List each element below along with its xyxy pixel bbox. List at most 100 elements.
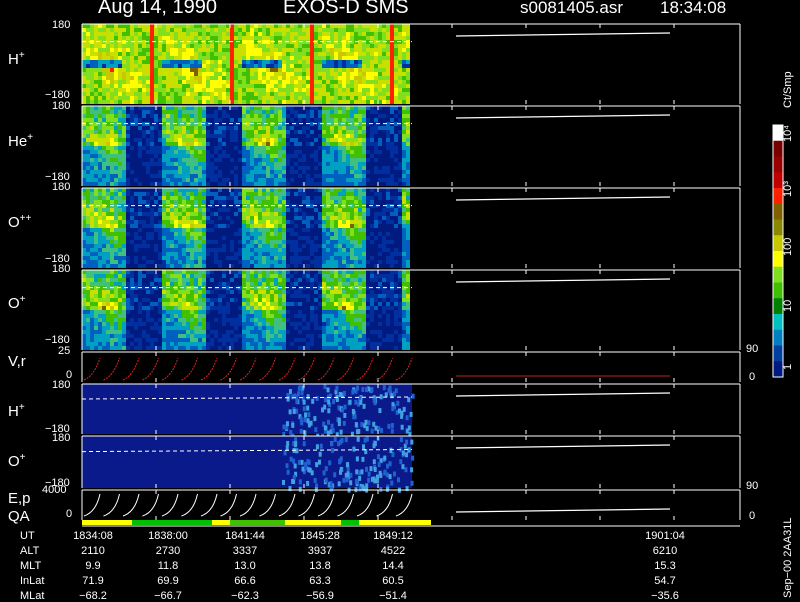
heatmap-cell xyxy=(310,236,314,240)
heatmap-cell xyxy=(158,216,162,220)
heatmap-cell xyxy=(286,158,290,162)
heatmap-cell xyxy=(330,134,334,138)
heatmap-cell xyxy=(182,178,186,182)
heatmap-cell xyxy=(162,158,166,162)
heatmap-cell xyxy=(302,44,306,48)
heatmap-cell xyxy=(370,212,374,216)
heatmap-cell xyxy=(338,32,342,36)
heatmap-cell xyxy=(382,114,386,118)
heatmap-cell xyxy=(310,40,314,44)
heatmap-cell xyxy=(162,178,166,182)
heatmap-cell xyxy=(382,224,386,228)
heatmap-cell xyxy=(282,88,286,92)
heatmap-cell xyxy=(218,48,222,52)
heatmap-cell xyxy=(202,228,206,232)
heatmap-cell xyxy=(346,170,350,174)
heatmap-cell xyxy=(322,158,326,162)
heatmap-cell xyxy=(250,200,254,204)
heatmap-cell xyxy=(146,44,150,48)
heatmap-cell xyxy=(154,52,158,56)
heatmap-cell xyxy=(174,56,178,60)
heatmap-cell xyxy=(178,72,182,76)
heatmap-cell xyxy=(182,170,186,174)
heatmap-cell xyxy=(218,110,222,114)
heatmap-cell xyxy=(354,32,358,36)
heatmap-cell xyxy=(406,188,410,192)
heatmap-cell xyxy=(106,182,110,186)
heatmap-cell xyxy=(390,44,394,48)
heatmap-cell xyxy=(230,96,234,100)
heatmap-cell xyxy=(94,310,98,314)
heatmap-cell xyxy=(290,138,294,142)
heatmap-cell xyxy=(270,162,274,166)
heatmap-cell xyxy=(214,96,218,100)
heatmap-cell xyxy=(222,68,226,72)
heatmap-cell xyxy=(86,134,90,138)
heatmap-cell xyxy=(218,68,222,72)
heatmap-cell xyxy=(374,174,378,178)
heatmap-cell xyxy=(142,134,146,138)
heatmap-cell xyxy=(302,56,306,60)
heatmap-cell xyxy=(250,48,254,52)
heatmap-cell xyxy=(378,48,382,52)
heatmap-cell xyxy=(170,32,174,36)
heatmap-cell xyxy=(298,170,302,174)
heatmap-cell xyxy=(338,92,342,96)
heatmap-cell xyxy=(106,208,110,212)
heatmap-cell xyxy=(106,162,110,166)
heatmap-cell xyxy=(250,158,254,162)
heatmap-cell xyxy=(134,244,138,248)
heatmap-cell xyxy=(354,44,358,48)
heatmap-cell xyxy=(190,196,194,200)
heatmap-cell xyxy=(278,166,282,170)
heatmap-cell xyxy=(118,142,122,146)
heatmap-cell xyxy=(282,236,286,240)
heatmap-cell xyxy=(90,162,94,166)
heatmap-cell xyxy=(298,48,302,52)
heatmap-cell xyxy=(334,166,338,170)
heatmap-cell xyxy=(110,188,114,192)
heatmap-cell xyxy=(94,138,98,142)
heatmap-cell xyxy=(326,188,330,192)
heatmap-cell xyxy=(234,240,238,244)
heatmap-cell xyxy=(262,146,266,150)
heatmap-cell xyxy=(226,110,230,114)
heatmap-cell xyxy=(362,32,366,36)
heatmap-cell xyxy=(378,208,382,212)
heatmap-cell xyxy=(174,178,178,182)
heatmap-cell xyxy=(330,204,334,208)
heatmap-cell xyxy=(198,158,202,162)
heatmap-cell xyxy=(274,256,278,260)
heatmap-cell xyxy=(110,36,114,40)
heatmap-cell xyxy=(338,174,342,178)
heatmap-cell xyxy=(302,174,306,178)
heatmap-cell xyxy=(146,212,150,216)
heatmap-cell xyxy=(266,182,270,186)
heatmap-cell xyxy=(270,256,274,260)
heatmap-cell xyxy=(98,264,102,268)
heatmap-cell xyxy=(406,158,410,162)
heatmap-cell xyxy=(330,56,334,60)
heatmap-cell xyxy=(386,64,390,68)
heatmap-cell xyxy=(166,188,170,192)
heatmap-cell xyxy=(222,158,226,162)
heatmap-cell xyxy=(170,80,174,84)
heatmap-cell xyxy=(278,24,282,28)
heatmap-cell xyxy=(378,150,382,154)
heatmap-cell xyxy=(322,248,326,252)
heatmap-cell xyxy=(86,346,90,350)
heatmap-cell xyxy=(266,260,270,264)
heatmap-cell xyxy=(86,318,90,322)
heatmap-cell xyxy=(334,220,338,224)
heatmap-cell xyxy=(98,232,102,236)
heatmap-cell xyxy=(182,158,186,162)
heatmap-cell xyxy=(302,170,306,174)
heatmap-cell xyxy=(334,106,338,110)
heatmap-cell xyxy=(274,212,278,216)
heatmap-cell xyxy=(98,244,102,248)
heatmap-cell xyxy=(130,220,134,224)
heatmap-cell xyxy=(222,208,226,212)
heatmap-cell xyxy=(162,212,166,216)
heatmap-cell xyxy=(362,96,366,100)
heatmap-cell xyxy=(278,138,282,142)
